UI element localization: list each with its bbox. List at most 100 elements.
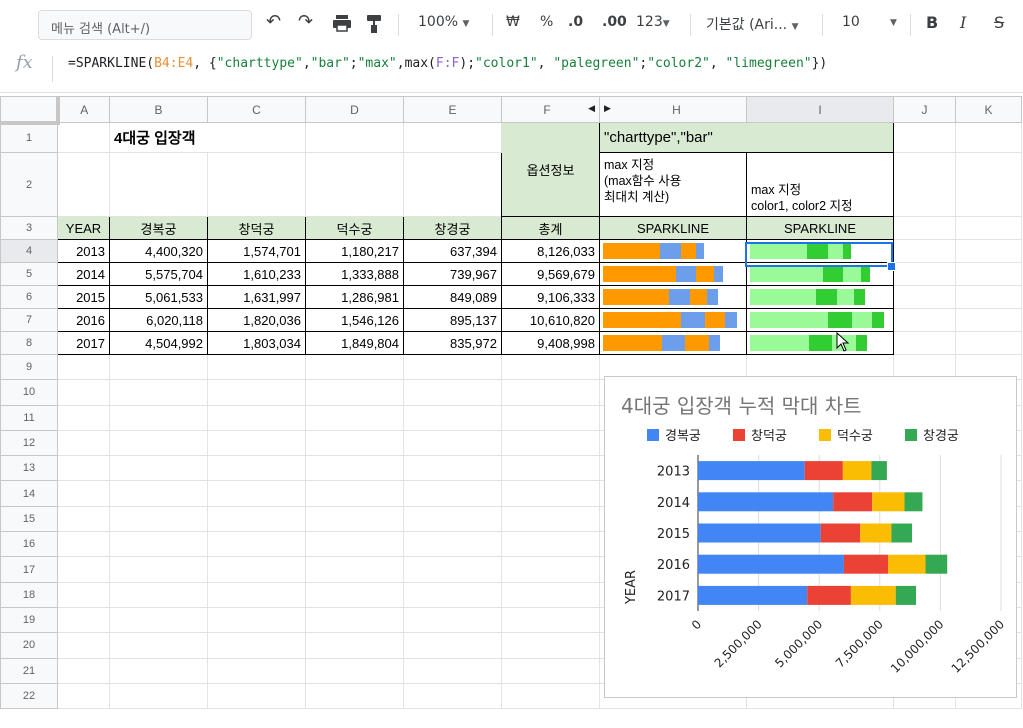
cell[interactable] bbox=[305, 379, 404, 406]
color-option-note-cell[interactable]: max 지정 color1, color2 지정 bbox=[746, 152, 894, 217]
row-header[interactable]: 3 bbox=[0, 216, 58, 240]
column-header-k[interactable]: K bbox=[955, 96, 1022, 123]
value-cell[interactable]: 6,020,118 bbox=[109, 308, 208, 332]
cell[interactable] bbox=[207, 353, 306, 381]
cell[interactable] bbox=[305, 632, 404, 659]
formula-input[interactable]: =SPARKLINE(B4:E4, {"charttype","bar";"ma… bbox=[68, 56, 828, 71]
cell[interactable] bbox=[501, 353, 600, 381]
hidden-columns-left-arrow-icon[interactable]: ◀ bbox=[588, 102, 595, 113]
year-cell[interactable]: 2014 bbox=[57, 262, 110, 286]
cell[interactable] bbox=[955, 152, 1022, 217]
cell[interactable] bbox=[57, 404, 110, 431]
cell[interactable] bbox=[109, 581, 208, 608]
value-cell[interactable]: 1,820,036 bbox=[207, 308, 306, 332]
value-cell[interactable]: 835,972 bbox=[403, 331, 502, 355]
cell[interactable] bbox=[109, 480, 208, 507]
cell[interactable] bbox=[955, 216, 1022, 240]
cell[interactable] bbox=[207, 581, 306, 608]
row-header[interactable]: 11 bbox=[0, 404, 58, 431]
value-cell[interactable]: 1,610,233 bbox=[207, 262, 306, 286]
header-gyeongbokgung[interactable]: 경복궁 bbox=[109, 216, 208, 240]
row-header[interactable]: 7 bbox=[0, 308, 58, 332]
increase-decimal-button[interactable]: .00 bbox=[602, 14, 627, 30]
cell[interactable] bbox=[893, 308, 956, 332]
cell[interactable] bbox=[109, 632, 208, 659]
value-cell[interactable]: 1,631,997 bbox=[207, 285, 306, 309]
max-option-note-cell[interactable]: max 지정 (max함수 사용 최대치 계산) bbox=[599, 152, 747, 217]
cell[interactable] bbox=[57, 505, 110, 533]
cell[interactable] bbox=[109, 353, 208, 381]
cell[interactable] bbox=[403, 353, 502, 381]
value-cell[interactable]: 4,400,320 bbox=[109, 239, 208, 263]
print-icon[interactable] bbox=[332, 14, 352, 36]
column-header-d[interactable]: D bbox=[305, 96, 404, 123]
cell[interactable] bbox=[501, 606, 600, 634]
header-sparkline-h[interactable]: SPARKLINE bbox=[599, 216, 747, 240]
cell[interactable] bbox=[57, 531, 110, 558]
header-total[interactable]: 총계 bbox=[501, 216, 600, 240]
row-header[interactable]: 10 bbox=[0, 379, 58, 406]
cell[interactable] bbox=[305, 404, 404, 431]
cell[interactable] bbox=[57, 480, 110, 507]
column-header-e[interactable]: E bbox=[403, 96, 502, 123]
cell[interactable] bbox=[207, 455, 306, 482]
sparkline-cell-i[interactable] bbox=[746, 331, 894, 355]
menu-search-input[interactable]: 메뉴 검색 (Alt+/) bbox=[38, 10, 252, 40]
cell[interactable] bbox=[403, 152, 502, 217]
fill-handle[interactable] bbox=[887, 262, 896, 271]
sparkline-cell-h[interactable] bbox=[599, 308, 747, 332]
cell[interactable] bbox=[57, 379, 110, 406]
row-header[interactable]: 4 bbox=[0, 239, 58, 263]
sparkline-cell-i[interactable] bbox=[746, 308, 894, 332]
column-header-i[interactable]: I bbox=[746, 96, 894, 123]
header-deoksugung[interactable]: 덕수궁 bbox=[305, 216, 404, 240]
decrease-decimal-button[interactable]: .0 bbox=[568, 14, 584, 30]
value-cell[interactable]: 1,574,701 bbox=[207, 239, 306, 263]
cell[interactable] bbox=[109, 606, 208, 634]
column-header-c[interactable]: C bbox=[207, 96, 306, 123]
cell[interactable] bbox=[57, 581, 110, 608]
cell[interactable] bbox=[109, 531, 208, 558]
cell[interactable] bbox=[109, 152, 208, 217]
cell[interactable] bbox=[403, 632, 502, 659]
paint-format-icon[interactable] bbox=[366, 14, 382, 38]
cell[interactable] bbox=[305, 657, 404, 684]
strikethrough-button[interactable]: S bbox=[994, 13, 1005, 32]
year-cell[interactable]: 2017 bbox=[57, 331, 110, 355]
cell[interactable] bbox=[955, 122, 1022, 153]
cell[interactable] bbox=[955, 239, 1022, 263]
cell[interactable] bbox=[501, 505, 600, 533]
sparkline-cell-i[interactable] bbox=[746, 285, 894, 309]
header-sparkline-i[interactable]: SPARKLINE bbox=[746, 216, 894, 240]
cell[interactable] bbox=[403, 682, 502, 710]
cell[interactable] bbox=[403, 480, 502, 507]
chevron-down-icon[interactable]: ▼ bbox=[890, 18, 897, 28]
column-header-a[interactable]: A bbox=[57, 96, 110, 123]
value-cell[interactable]: 637,394 bbox=[403, 239, 502, 263]
cell[interactable] bbox=[109, 682, 208, 710]
value-cell[interactable]: 895,137 bbox=[403, 308, 502, 332]
row-header[interactable]: 18 bbox=[0, 581, 58, 608]
cell[interactable] bbox=[305, 152, 404, 217]
cell[interactable] bbox=[501, 581, 600, 608]
value-cell[interactable]: 5,061,533 bbox=[109, 285, 208, 309]
row-header[interactable]: 1 bbox=[0, 122, 58, 153]
cell[interactable] bbox=[109, 505, 208, 533]
redo-icon[interactable]: ↷ bbox=[298, 11, 314, 32]
select-all-corner[interactable] bbox=[0, 96, 60, 125]
cell[interactable] bbox=[109, 455, 208, 482]
cell[interactable] bbox=[305, 606, 404, 634]
row-header[interactable]: 5 bbox=[0, 262, 58, 286]
cell[interactable] bbox=[305, 505, 404, 533]
cell[interactable] bbox=[893, 216, 956, 240]
cell[interactable] bbox=[207, 404, 306, 431]
cell[interactable] bbox=[305, 429, 404, 457]
value-cell[interactable]: 1,803,034 bbox=[207, 331, 306, 355]
font-family-select[interactable]: 기본값 (Ari... ▼ bbox=[706, 17, 799, 33]
cell[interactable] bbox=[403, 404, 502, 431]
cell[interactable] bbox=[403, 455, 502, 482]
value-cell[interactable]: 739,967 bbox=[403, 262, 502, 286]
row-header[interactable]: 21 bbox=[0, 657, 58, 684]
cell[interactable] bbox=[109, 429, 208, 457]
row-header[interactable]: 12 bbox=[0, 429, 58, 457]
